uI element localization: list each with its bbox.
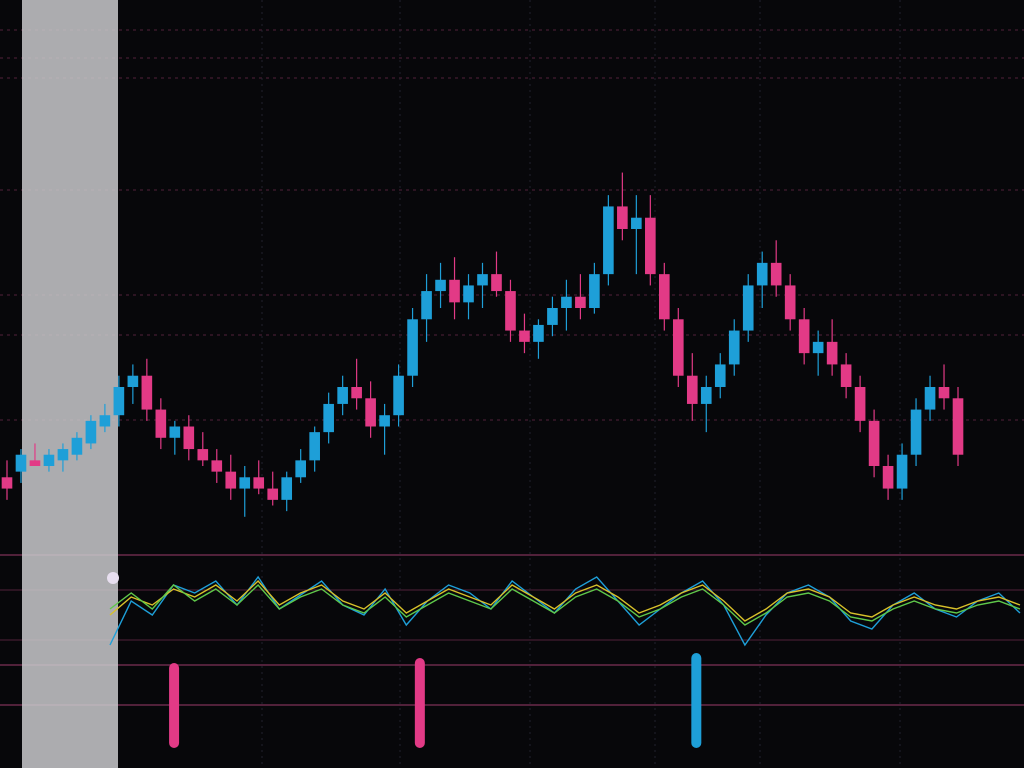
- candle-body-0: [1, 477, 13, 489]
- candle-body-46: [645, 217, 656, 275]
- candle-body-60: [840, 364, 852, 387]
- candle-body-33: [463, 285, 474, 303]
- candle-body-50: [700, 387, 712, 404]
- candle-body-26: [365, 398, 376, 427]
- candle-body-41: [575, 296, 586, 308]
- candle-body-57: [798, 319, 810, 354]
- candle-body-58: [812, 341, 824, 354]
- candle-body-48: [672, 319, 684, 376]
- volume-bar-0: [169, 663, 180, 748]
- candle-body-12: [169, 426, 181, 438]
- candles-layer: [1, 172, 964, 517]
- candle-body-28: [393, 375, 404, 416]
- candle-body-42: [589, 274, 600, 308]
- candle-body-7: [99, 415, 111, 427]
- candle-body-51: [714, 364, 726, 387]
- candle-body-31: [435, 279, 446, 292]
- oscillator-line-2: [109, 583, 1021, 626]
- candle-body-32: [449, 279, 460, 303]
- candle-body-47: [658, 274, 670, 320]
- candle-body-19: [267, 488, 279, 500]
- oscillator-marker: [107, 572, 119, 584]
- candle-body-64: [896, 454, 908, 489]
- candle-body-59: [826, 341, 838, 365]
- candle-body-10: [141, 375, 153, 410]
- candle-body-11: [155, 409, 167, 438]
- candle-body-22: [309, 432, 320, 461]
- candle-body-4: [57, 449, 69, 461]
- candle-body-35: [491, 274, 502, 292]
- candle-body-9: [127, 375, 139, 387]
- candle-body-65: [910, 409, 922, 455]
- volume-bar-1: [414, 658, 425, 748]
- oscillator-line-1: [109, 579, 1021, 622]
- candle-body-27: [379, 415, 390, 427]
- candle-body-62: [868, 420, 880, 466]
- candle-body-20: [281, 477, 293, 500]
- candle-body-29: [407, 319, 418, 376]
- candle-body-40: [561, 296, 572, 308]
- candle-body-34: [477, 274, 488, 286]
- candle-body-5: [71, 437, 83, 455]
- candle-body-38: [533, 324, 544, 342]
- candle-body-30: [421, 291, 432, 320]
- candle-body-24: [337, 387, 348, 404]
- candle-body-23: [323, 403, 334, 433]
- candle-body-36: [505, 291, 516, 331]
- candle-body-43: [603, 206, 614, 275]
- candle-body-44: [617, 206, 628, 229]
- candle-body-3: [43, 454, 55, 466]
- candle-body-63: [882, 466, 894, 489]
- candle-body-61: [854, 387, 866, 421]
- candle-body-52: [728, 330, 740, 365]
- volume-bar-2: [691, 653, 702, 748]
- candle-body-66: [924, 387, 936, 410]
- candle-body-39: [547, 308, 558, 325]
- candle-body-45: [631, 217, 642, 229]
- candle-body-55: [770, 262, 782, 286]
- candle-body-6: [85, 420, 97, 444]
- candle-body-14: [197, 449, 209, 461]
- candle-body-25: [351, 387, 362, 399]
- candle-body-16: [225, 471, 237, 489]
- candle-body-13: [183, 426, 195, 450]
- candle-body-37: [519, 330, 530, 342]
- oscillator-layer: [107, 572, 1021, 647]
- candle-body-53: [742, 285, 754, 331]
- candle-body-15: [211, 460, 223, 472]
- candle-body-2: [29, 460, 41, 466]
- candle-body-21: [295, 460, 307, 478]
- candle-body-56: [784, 285, 796, 320]
- candle-body-18: [253, 477, 265, 489]
- candle-body-8: [113, 387, 125, 416]
- candle-body-17: [239, 477, 251, 489]
- volume-layer: [169, 653, 702, 748]
- candle-body-67: [938, 387, 950, 399]
- candle-body-1: [15, 454, 27, 472]
- candle-body-68: [952, 398, 964, 455]
- candle-body-54: [756, 262, 768, 286]
- candle-body-49: [686, 375, 698, 404]
- side-panel[interactable]: [22, 0, 118, 768]
